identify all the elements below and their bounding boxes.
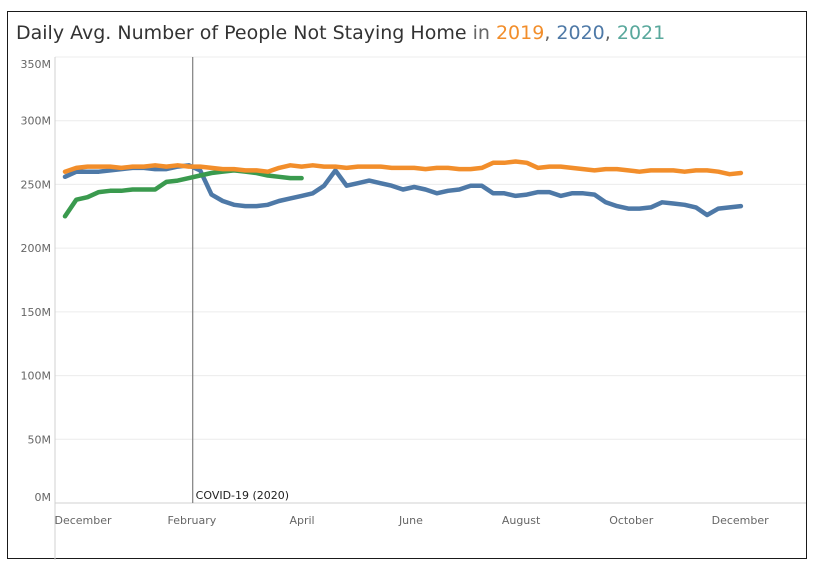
y-tick-label-7: 350M bbox=[21, 58, 52, 71]
series-lines bbox=[62, 159, 744, 219]
y-tick-label-2: 100M bbox=[21, 370, 52, 383]
title-year-2019: 2019 bbox=[495, 22, 545, 44]
gridlines bbox=[55, 56, 806, 440]
title-sep-2: , bbox=[604, 22, 611, 44]
series-line-2019 bbox=[62, 159, 744, 177]
x-tick-label-5: October bbox=[609, 514, 653, 527]
x-tick-label-4: August bbox=[502, 514, 541, 527]
chart-frame bbox=[7, 11, 807, 559]
y-tick-label-3: 150M bbox=[21, 306, 52, 319]
y-tick-label-1: 50M bbox=[28, 433, 52, 446]
x-tick-label-2: April bbox=[289, 514, 314, 527]
chart-title: Daily Avg. Number of People Not Staying … bbox=[16, 22, 665, 44]
y-tick-label-4: 200M bbox=[21, 242, 52, 255]
title-year-2020: 2020 bbox=[556, 22, 605, 44]
covid-annotation: COVID-19 (2020) bbox=[192, 57, 289, 503]
y-tick-label-0: 0M bbox=[35, 491, 52, 504]
x-tick-label-1: February bbox=[168, 514, 217, 527]
annotation-label: COVID-19 (2020) bbox=[196, 489, 289, 502]
y-tick-label-5: 250M bbox=[21, 178, 52, 191]
title-year-2021: 2021 bbox=[616, 22, 666, 44]
x-tick-label-6: December bbox=[712, 514, 770, 527]
x-tick-label-0: December bbox=[54, 514, 112, 527]
y-axis-ticks: 0M 50M 100M 150M 200M 250M 300M 350M bbox=[21, 58, 52, 504]
title-in: in bbox=[472, 22, 490, 44]
title-sep-1: , bbox=[544, 22, 551, 44]
axes bbox=[54, 57, 806, 560]
x-axis-ticks: December February April June August October De… bbox=[54, 514, 769, 527]
x-tick-label-3: June bbox=[398, 514, 423, 527]
title-main: Daily Avg. Number of People Not Staying … bbox=[16, 22, 467, 44]
series-line-2021 bbox=[62, 168, 304, 219]
y-tick-label-6: 300M bbox=[21, 115, 52, 128]
